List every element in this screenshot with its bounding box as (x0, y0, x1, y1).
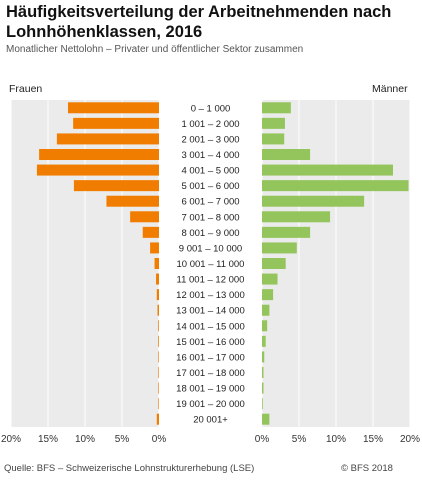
chart-subtitle: Monatlicher Nettolohn – Privater und öff… (6, 44, 304, 55)
frauen-bar (67, 102, 159, 114)
category-label: 2 001 – 3 000 (181, 134, 239, 145)
right-tick-label: 15% (363, 434, 383, 445)
category-label: 8 001 – 9 000 (181, 228, 239, 239)
left-tick-label: 0% (152, 434, 167, 445)
frauen-bar (156, 289, 159, 301)
maenner-bar (262, 195, 365, 207)
category-label: 20 001+ (193, 415, 228, 426)
frauen-bar (156, 413, 159, 425)
left-tick-label: 20% (1, 434, 21, 445)
maenner-bar (262, 258, 286, 269)
maenner-bar (262, 226, 311, 238)
frauen-bars (36, 102, 160, 425)
copyright-note: © BFS 2018 (341, 463, 393, 474)
maenner-bar (262, 242, 297, 254)
maenner-bar (262, 211, 331, 223)
maenner-bar (262, 133, 285, 145)
category-label: 1 001 – 2 000 (181, 119, 239, 130)
category-labels: 0 – 1 000 1 001 – 2 000 2 001 – 3 000 3 001… (176, 103, 245, 425)
category-label: 18 001 – 19 000 (176, 384, 245, 395)
maenner-bar (262, 149, 311, 160)
left-tick-label: 15% (38, 434, 58, 445)
category-label: 3 001 – 4 000 (181, 150, 239, 161)
left-axis-ticks: 20% 15% 10% 5% 0% (1, 434, 166, 445)
frauen-bar (73, 117, 159, 129)
frauen-bar (106, 195, 159, 207)
category-label: 7 001 – 8 000 (181, 212, 239, 223)
right-axis-ticks: 0% 5% 10% 15% 20% (255, 434, 420, 445)
category-label: 5 001 – 6 000 (181, 181, 239, 192)
category-label: 10 001 – 11 000 (177, 259, 245, 270)
right-tick-label: 10% (326, 434, 346, 445)
chart-title: Häufigkeitsverteilung der Arbeitnehmende… (6, 3, 392, 41)
frauen-bar (156, 273, 159, 285)
maenner-bar (262, 102, 291, 114)
maenner-bar (262, 335, 266, 347)
category-label: 0 – 1 000 (191, 103, 231, 114)
maenner-bar (262, 273, 278, 285)
category-label: 9 001 – 10 000 (179, 243, 242, 254)
maenner-bar (262, 320, 268, 332)
maenner-bar (262, 413, 270, 425)
frauen-bar (39, 149, 160, 160)
maenner-bar (262, 367, 264, 378)
category-label: 16 001 – 17 000 (176, 352, 245, 363)
frauen-bar (158, 351, 159, 363)
frauen-bar (158, 335, 159, 347)
category-label: 15 001 – 16 000 (176, 337, 245, 348)
frauen-bar (158, 367, 159, 378)
left-tick-label: 5% (115, 434, 130, 445)
category-label: 4 001 – 5 000 (181, 166, 239, 177)
left-tick-label: 10% (75, 434, 95, 445)
right-tick-label: 20% (400, 434, 420, 445)
maenner-bar (262, 117, 285, 129)
category-label: 11 001 – 12 000 (177, 275, 245, 286)
maenner-bar (262, 180, 409, 192)
category-label: 19 001 – 20 000 (176, 399, 245, 410)
category-label: 17 001 – 18 000 (176, 368, 245, 379)
frauen-bar (157, 304, 159, 316)
frauen-bar (158, 382, 159, 394)
frauen-bar (158, 320, 159, 332)
maenner-bar (262, 398, 263, 410)
frauen-bar (56, 133, 159, 145)
category-label: 12 001 – 13 000 (176, 290, 245, 301)
maenner-bar (262, 164, 393, 176)
frauen-bar (158, 398, 159, 410)
category-label: 14 001 – 15 000 (176, 321, 245, 332)
frauen-bar (36, 164, 159, 176)
right-tick-label: 0% (255, 434, 270, 445)
frauen-bar (150, 242, 159, 254)
maenner-bar (262, 351, 265, 363)
legend-maenner: Männer (372, 83, 408, 95)
maenner-bar (262, 304, 270, 316)
maenner-bar (262, 289, 274, 301)
frauen-bar (142, 226, 159, 238)
category-label: 13 001 – 14 000 (176, 306, 245, 317)
source-note: Quelle: BFS – Schweizerische Lohnstruktu… (4, 463, 255, 474)
category-label: 6 001 – 7 000 (181, 197, 239, 208)
frauen-bar (73, 180, 159, 192)
maenner-bar (262, 382, 264, 394)
legend-frauen: Frauen (9, 83, 43, 95)
frauen-bar (130, 211, 159, 223)
pyramid-chart: 0 – 1 000 1 001 – 2 000 2 001 – 3 000 3 001… (1, 100, 420, 445)
maenner-bars (262, 102, 409, 425)
frauen-bar (154, 258, 159, 269)
right-tick-label: 5% (292, 434, 307, 445)
